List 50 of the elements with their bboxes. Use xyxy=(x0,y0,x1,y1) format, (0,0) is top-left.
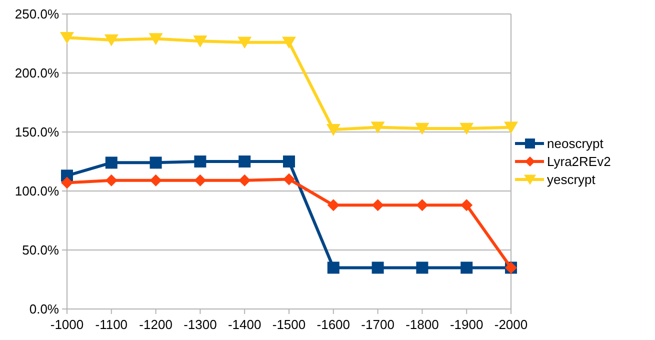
x-tick-label: -1000 xyxy=(50,317,84,332)
point xyxy=(61,176,73,189)
legend-label: neoscrypt xyxy=(547,136,604,152)
x-tick-label: -2000 xyxy=(494,317,528,332)
y-tick-label: 50.0% xyxy=(22,242,60,258)
point xyxy=(150,156,162,169)
x-tick-label: -1600 xyxy=(316,317,350,332)
point xyxy=(148,33,163,46)
x-tick-label: -1500 xyxy=(272,317,306,332)
point xyxy=(105,174,118,186)
point xyxy=(416,199,428,212)
point xyxy=(60,32,74,44)
point xyxy=(460,122,474,135)
point xyxy=(415,122,430,135)
x-tick-label: -1400 xyxy=(228,317,262,332)
point xyxy=(372,199,384,212)
x-tick-label: -1800 xyxy=(406,317,439,332)
point xyxy=(372,262,384,274)
point xyxy=(460,199,473,212)
point xyxy=(194,156,206,168)
legend-label: yescrypt xyxy=(547,172,596,188)
point xyxy=(238,156,251,168)
x-tick-label: -1900 xyxy=(450,317,484,332)
legend-label: Lyra2REv2 xyxy=(547,154,611,170)
y-tick-label: 200.0% xyxy=(14,66,60,81)
point xyxy=(283,173,295,186)
point xyxy=(326,124,340,136)
point xyxy=(327,262,340,274)
x-tick-label: -1300 xyxy=(184,317,217,332)
point xyxy=(193,36,208,48)
point xyxy=(370,122,385,134)
point xyxy=(282,36,296,49)
point xyxy=(504,122,518,134)
point xyxy=(194,174,206,186)
x-tick-label: -1700 xyxy=(361,317,394,332)
point xyxy=(104,34,118,46)
y-tick-label: 0.0% xyxy=(29,302,60,317)
y-tick-label: 250.0% xyxy=(14,6,60,22)
x-tick-label: -1200 xyxy=(139,317,172,332)
point xyxy=(283,156,295,168)
y-tick-label: 150.0% xyxy=(14,124,60,140)
point xyxy=(460,262,473,274)
point xyxy=(238,174,251,186)
point xyxy=(416,262,428,274)
point xyxy=(105,156,118,169)
point xyxy=(327,199,340,212)
x-tick-label: -1100 xyxy=(95,317,128,332)
point xyxy=(238,36,252,49)
point xyxy=(150,174,162,186)
y-tick-label: 100.0% xyxy=(14,184,60,199)
